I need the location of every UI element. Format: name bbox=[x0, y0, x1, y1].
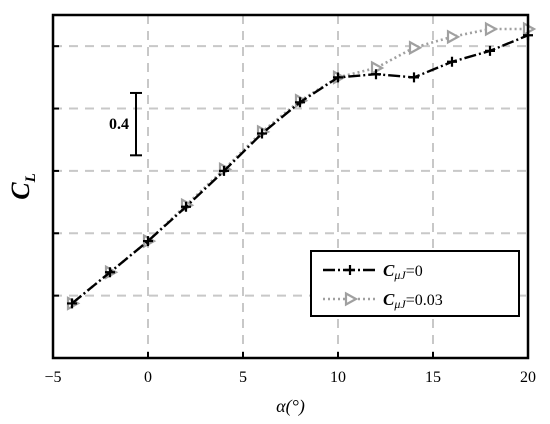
point-s0-10 bbox=[447, 56, 457, 67]
legend-label-symbol-s1: C bbox=[383, 290, 395, 309]
legend-label-sub-s1: μJ bbox=[393, 297, 406, 311]
legend-marker-s0 bbox=[345, 265, 355, 275]
point-s0-3 bbox=[181, 201, 191, 212]
legend-label-sub-s0: μJ bbox=[393, 268, 406, 282]
x-axis-title: α(°) bbox=[276, 396, 305, 417]
legend-item-s1: CμJ=0.03 bbox=[323, 290, 443, 311]
x-tick-label-5: 20 bbox=[520, 369, 536, 386]
point-s1-11 bbox=[484, 21, 499, 37]
point-s1-9 bbox=[408, 40, 423, 56]
series-s0 bbox=[67, 30, 533, 309]
legend-label-value-s1: =0.03 bbox=[406, 292, 443, 309]
point-s0-7 bbox=[333, 72, 343, 83]
point-s0-6 bbox=[295, 97, 305, 108]
legend-label-value-s0: =0 bbox=[406, 263, 423, 280]
legend-label-s1: CμJ=0.03 bbox=[383, 290, 443, 311]
series-layer bbox=[66, 21, 537, 311]
x-axis: −5 0 5 10 15 20 bbox=[44, 45, 536, 386]
point-s1-10 bbox=[446, 29, 461, 45]
x-tick-label-0: −5 bbox=[44, 369, 61, 386]
y-axis-title-subscript: L bbox=[23, 173, 39, 183]
point-s0-1 bbox=[105, 267, 115, 278]
y-axis-title-main: C bbox=[6, 182, 35, 200]
point-s0-9 bbox=[409, 72, 419, 83]
point-s0-2 bbox=[143, 236, 153, 247]
point-s0-0 bbox=[67, 298, 77, 309]
x-tick-label-1: 0 bbox=[144, 369, 152, 386]
legend-marker-s1 bbox=[344, 291, 359, 307]
plot-frame bbox=[51, 13, 530, 360]
y-axis-title: CL bbox=[6, 173, 39, 200]
legend-label-s0: CμJ=0 bbox=[383, 261, 423, 282]
point-s0-4 bbox=[219, 165, 229, 176]
point-s0-8 bbox=[371, 69, 381, 80]
legend-label-symbol-s0: C bbox=[383, 261, 395, 280]
legend-item-s0: CμJ=0 bbox=[323, 261, 423, 282]
point-s0-11 bbox=[485, 45, 495, 56]
scale-bar-label: 0.4 bbox=[109, 116, 129, 133]
x-tick-label-4: 15 bbox=[425, 369, 441, 386]
point-s0-5 bbox=[257, 128, 267, 139]
x-tick-label-2: 5 bbox=[239, 369, 247, 386]
scale-bar: 0.4 bbox=[109, 91, 142, 157]
x-tick-label-3: 10 bbox=[330, 369, 346, 386]
